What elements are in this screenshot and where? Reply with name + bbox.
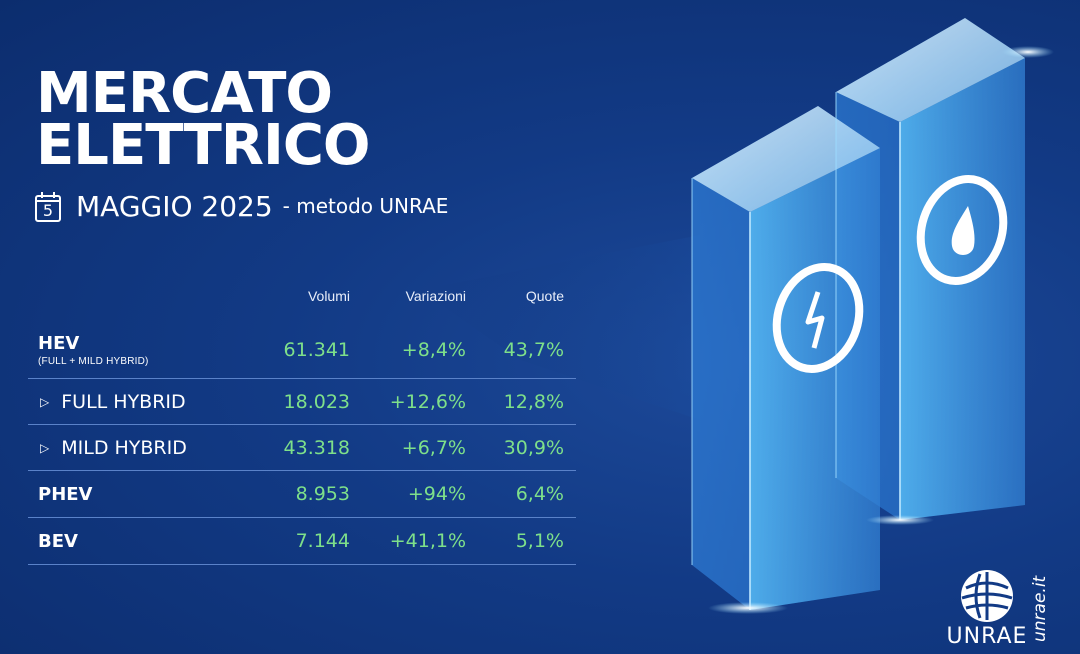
calendar-day: 5 xyxy=(42,201,54,220)
calendar-icon: 5 xyxy=(34,191,62,222)
table-row-mild-hybrid: ▷ MILD HYBRID 43.318 +6,7% 30,9% xyxy=(28,425,576,471)
page-title: MERCATO ELETTRICO xyxy=(36,61,371,178)
table-header: Volumi Variazioni Quote xyxy=(28,282,576,322)
variazioni-value: +94% xyxy=(407,483,466,505)
col-header-variazioni: Variazioni xyxy=(405,288,466,304)
row-label: BEV xyxy=(38,530,78,552)
variazioni-value: +12,6% xyxy=(389,390,466,413)
market-table: Volumi Variazioni Quote HEV (FULL + MILD… xyxy=(28,282,576,565)
play-outline-icon: ▷ xyxy=(40,394,50,409)
col-header-volumi: Volumi xyxy=(307,288,350,304)
quote-value: 43,7% xyxy=(503,339,564,361)
website-link[interactable]: unrae.it xyxy=(1030,575,1050,642)
play-outline-icon: ▷ xyxy=(40,440,50,455)
row-label: MILD HYBRID xyxy=(61,436,187,459)
title-line-2: ELETTRICO xyxy=(36,113,371,178)
volumi-value: 8.953 xyxy=(295,483,350,505)
volumi-value: 18.023 xyxy=(283,390,350,413)
volumi-value: 61.341 xyxy=(283,339,350,361)
variazioni-value: +41,1% xyxy=(389,530,466,552)
row-label: HEV xyxy=(38,333,80,354)
period-label: MAGGIO 2025 xyxy=(76,189,273,223)
table-row-full-hybrid: ▷ FULL HYBRID 18.023 +12,6% 12,8% xyxy=(28,379,576,425)
period-subtitle: 5 MAGGIO 2025 - metodo UNRAE xyxy=(34,186,448,226)
variazioni-value: +6,7% xyxy=(401,436,466,459)
volumi-value: 43.318 xyxy=(283,436,350,459)
row-label: PHEV xyxy=(38,483,93,505)
quote-value: 6,4% xyxy=(515,483,564,505)
unrae-globe-icon xyxy=(961,570,1013,622)
row-note: (FULL + MILD HYBRID) xyxy=(38,356,149,367)
volumi-value: 7.144 xyxy=(295,530,350,552)
col-header-quote: Quote xyxy=(525,288,564,304)
row-label: FULL HYBRID xyxy=(61,390,186,413)
title-line-1: MERCATO xyxy=(36,61,333,126)
table-row-hev: HEV (FULL + MILD HYBRID) 61.341 +8,4% 43… xyxy=(28,322,576,379)
electric-plug-icon xyxy=(772,263,864,373)
quote-value: 5,1% xyxy=(515,530,564,552)
quote-value: 12,8% xyxy=(503,390,564,413)
fuel-drop-icon xyxy=(916,175,1008,285)
brand-logo-text: UNRAE xyxy=(946,624,1028,649)
method-label: - metodo UNRAE xyxy=(282,194,449,218)
quote-value: 30,9% xyxy=(503,436,564,459)
table-row-phev: PHEV 8.953 +94% 6,4% xyxy=(28,471,576,518)
table-row-bev: BEV 7.144 +41,1% 5,1% xyxy=(28,518,576,565)
variazioni-value: +8,4% xyxy=(401,339,466,361)
